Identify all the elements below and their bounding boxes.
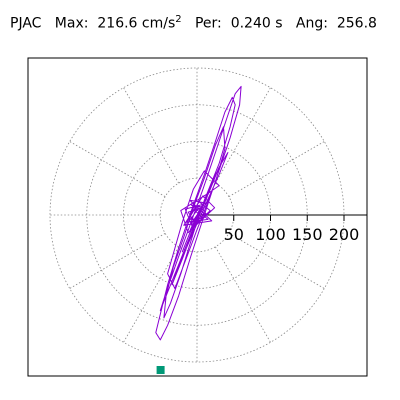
grid-spoke	[228, 141, 325, 197]
particle-motion-trace	[155, 85, 242, 341]
grid-spoke	[215, 87, 271, 184]
grid-spoke	[69, 141, 166, 197]
grid-spoke	[123, 87, 179, 184]
peak-marker	[156, 366, 165, 374]
axis-layer: 50 100 150 200	[197, 214, 367, 244]
max-label: Max:	[54, 15, 89, 32]
per-value: 0.240 s	[230, 15, 283, 32]
grid-spoke	[215, 246, 271, 343]
max-unit-exponent: 2	[175, 14, 182, 25]
x-axis-tick-label: 100	[255, 225, 286, 244]
trace-layer	[155, 85, 242, 341]
grid-spoke	[69, 233, 166, 289]
max-value: 216.6 cm/s	[97, 15, 176, 32]
x-axis-tick-label: 50	[224, 225, 244, 244]
ang-label: Ang:	[295, 15, 328, 32]
per-label: Per:	[194, 15, 222, 32]
grid-spoke	[123, 246, 179, 343]
grid-spoke	[228, 233, 325, 289]
plot-frame	[27, 57, 368, 377]
marker-layer	[156, 366, 165, 374]
station-code: PJAC	[10, 15, 42, 32]
ang-value: 256.8	[336, 15, 377, 32]
x-axis-tick-label: 200	[329, 225, 360, 244]
chart-header: PJAC Max: 216.6 cm/s2 Per: 0.240 s Ang: …	[10, 14, 377, 32]
x-axis-tick-label: 150	[292, 225, 323, 244]
